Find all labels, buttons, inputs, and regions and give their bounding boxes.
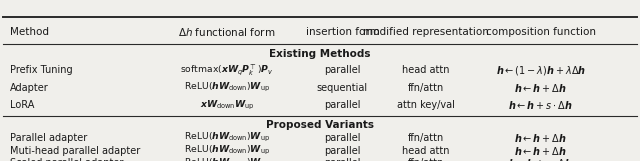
- Text: parallel: parallel: [324, 146, 361, 156]
- Text: ReLU($\boldsymbol{h}\boldsymbol{W}_{\mathrm{down}})\boldsymbol{W}_{\mathrm{up}}$: ReLU($\boldsymbol{h}\boldsymbol{W}_{\mat…: [184, 131, 270, 144]
- Text: $\boldsymbol{h} \leftarrow \boldsymbol{h} + s\cdot\Delta \boldsymbol{h}$: $\boldsymbol{h} \leftarrow \boldsymbol{h…: [508, 99, 573, 111]
- Text: ReLU($\boldsymbol{h}\boldsymbol{W}_{\mathrm{down}})\boldsymbol{W}_{\mathrm{up}}$: ReLU($\boldsymbol{h}\boldsymbol{W}_{\mat…: [184, 81, 270, 94]
- Text: softmax($\boldsymbol{x}\boldsymbol{W}_q\boldsymbol{P}_k^\top$)$\boldsymbol{P}_v$: softmax($\boldsymbol{x}\boldsymbol{W}_q\…: [180, 63, 274, 77]
- Text: Existing Methods: Existing Methods: [269, 49, 371, 59]
- Text: $\boldsymbol{h} \leftarrow \boldsymbol{h} + \Delta \boldsymbol{h}$: $\boldsymbol{h} \leftarrow \boldsymbol{h…: [515, 132, 567, 144]
- Text: $\Delta h$ functional form: $\Delta h$ functional form: [179, 26, 276, 38]
- Text: ReLU($\boldsymbol{h}\boldsymbol{W}_{\mathrm{down}})\boldsymbol{W}_{\mathrm{up}}$: ReLU($\boldsymbol{h}\boldsymbol{W}_{\mat…: [184, 144, 270, 157]
- Text: parallel: parallel: [324, 100, 361, 110]
- Text: Muti-head parallel adapter: Muti-head parallel adapter: [10, 146, 140, 156]
- Text: ffn/attn: ffn/attn: [408, 83, 444, 93]
- Text: $\boldsymbol{h} \leftarrow (1-\lambda)\boldsymbol{h} + \lambda\Delta\boldsymbol{: $\boldsymbol{h} \leftarrow (1-\lambda)\b…: [496, 64, 586, 76]
- Text: Scaled parallel adapter: Scaled parallel adapter: [10, 158, 123, 161]
- Text: composition function: composition function: [486, 27, 596, 37]
- Text: Prefix Tuning: Prefix Tuning: [10, 65, 72, 75]
- Text: Proposed Variants: Proposed Variants: [266, 120, 374, 130]
- Text: $\boldsymbol{x}\boldsymbol{W}_{\mathrm{down}}\boldsymbol{W}_{\mathrm{up}}$: $\boldsymbol{x}\boldsymbol{W}_{\mathrm{d…: [200, 99, 255, 112]
- Text: insertion form: insertion form: [305, 27, 380, 37]
- Text: attn key/val: attn key/val: [397, 100, 454, 110]
- Text: $\boldsymbol{h} \leftarrow \boldsymbol{h} + s\cdot\Delta \boldsymbol{h}$: $\boldsymbol{h} \leftarrow \boldsymbol{h…: [508, 157, 573, 161]
- Text: sequential: sequential: [317, 83, 368, 93]
- Text: parallel: parallel: [324, 65, 361, 75]
- Text: ReLU($\boldsymbol{h}\boldsymbol{W}_{\mathrm{down}})\boldsymbol{W}_{\mathrm{up}}$: ReLU($\boldsymbol{h}\boldsymbol{W}_{\mat…: [184, 157, 270, 161]
- Text: head attn: head attn: [402, 146, 449, 156]
- Text: Adapter: Adapter: [10, 83, 49, 93]
- Text: head attn: head attn: [402, 65, 449, 75]
- Text: parallel: parallel: [324, 158, 361, 161]
- Text: $\boldsymbol{h} \leftarrow \boldsymbol{h} + \Delta \boldsymbol{h}$: $\boldsymbol{h} \leftarrow \boldsymbol{h…: [515, 145, 567, 156]
- Text: modified representation: modified representation: [363, 27, 488, 37]
- Text: Method: Method: [10, 27, 49, 37]
- Text: ffn/attn: ffn/attn: [408, 158, 444, 161]
- Text: Parallel adapter: Parallel adapter: [10, 133, 87, 143]
- Text: ffn/attn: ffn/attn: [408, 133, 444, 143]
- Text: $\boldsymbol{h} \leftarrow \boldsymbol{h} + \Delta \boldsymbol{h}$: $\boldsymbol{h} \leftarrow \boldsymbol{h…: [515, 82, 567, 94]
- Text: parallel: parallel: [324, 133, 361, 143]
- Text: LoRA: LoRA: [10, 100, 34, 110]
